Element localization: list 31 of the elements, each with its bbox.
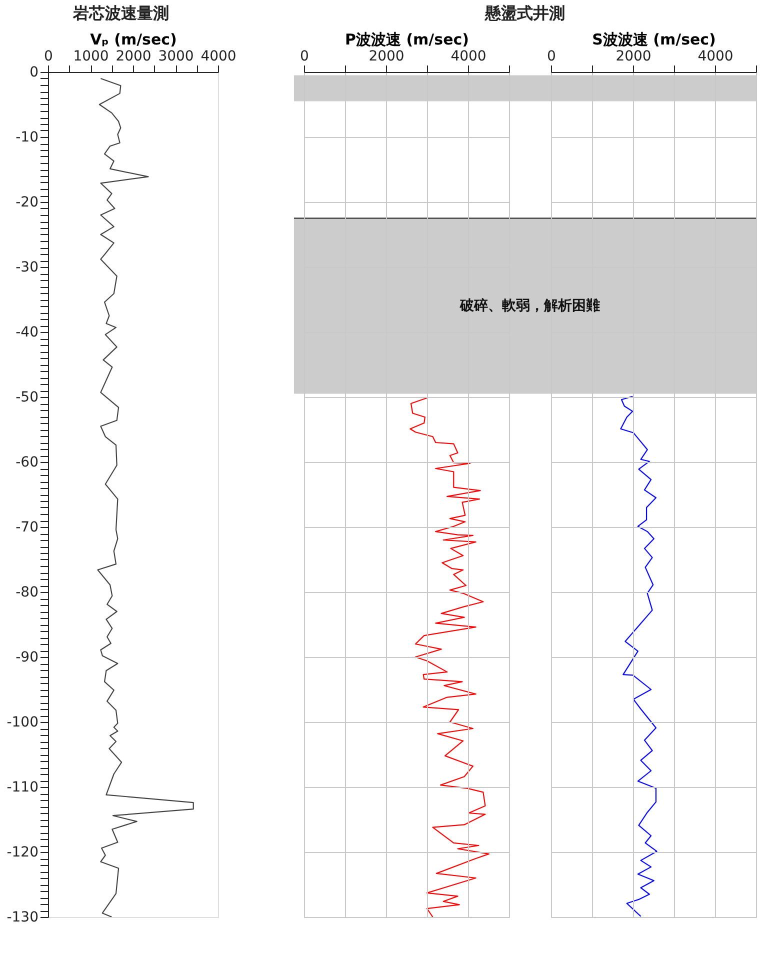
x-tick-label: 2000	[368, 48, 404, 64]
y-tick-label: -40	[16, 324, 38, 340]
y-tick-label: -50	[16, 390, 38, 406]
x-tick-label: 0	[300, 48, 309, 64]
y-tick-label: -120	[6, 844, 38, 860]
x-tick-label: 2000	[116, 48, 152, 64]
y-tick-label: -20	[16, 194, 38, 210]
x-tick-label: 2000	[616, 48, 652, 64]
y-tick-label: -10	[16, 130, 38, 146]
y-tick-label: -60	[16, 454, 38, 470]
x-tick-label: 4000	[698, 48, 734, 64]
y-tick-label: -100	[6, 714, 38, 730]
y-tick-label: 0	[30, 64, 38, 80]
y-tick-label: -110	[6, 780, 38, 796]
chart-title: 懸盪式井測	[484, 4, 565, 22]
x-tick-label: 3000	[158, 48, 194, 64]
x-tick-label: 0	[547, 48, 556, 64]
x-tick-label: 1000	[73, 48, 109, 64]
y-tick-label: -80	[16, 584, 38, 600]
chart-title: 岩芯波速量測	[72, 4, 170, 22]
x-axis-title: Vₚ (m/sec)	[90, 30, 177, 48]
y-tick-label: -90	[16, 650, 38, 666]
x-tick-label: 4000	[450, 48, 486, 64]
x-axis-title: P波波速 (m/sec)	[344, 30, 470, 48]
y-tick-label: -130	[6, 910, 38, 926]
x-axis-title: S波波速 (m/sec)	[592, 30, 716, 48]
y-tick-label: -30	[16, 260, 38, 276]
x-tick-label: 4000	[200, 48, 236, 64]
line-series	[97, 78, 194, 917]
x-tick-label: 0	[44, 48, 53, 64]
y-tick-label: -70	[16, 520, 38, 536]
